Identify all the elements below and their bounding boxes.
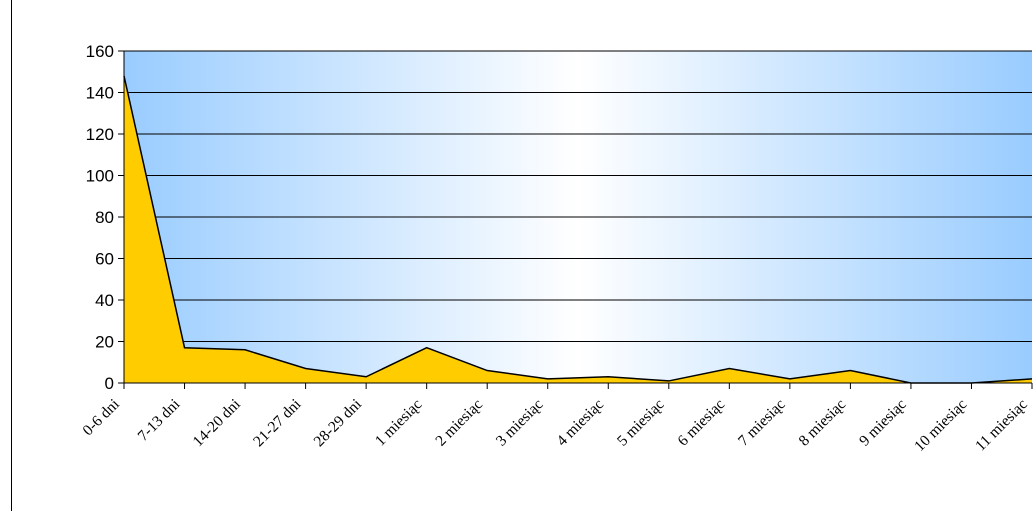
y-tick-label-0: 0 bbox=[105, 374, 114, 393]
x-tick-label-4: 28-29 dni bbox=[311, 395, 366, 450]
x-tick-label-3: 21-27 dni bbox=[250, 395, 305, 450]
y-tick-label-100: 100 bbox=[86, 167, 114, 186]
x-tick-label-14: 10 miesiąc bbox=[911, 396, 970, 455]
y-tick-label-120: 120 bbox=[86, 125, 114, 144]
x-tick-label-8: 4 miesiąc bbox=[553, 396, 607, 450]
x-tick-label-9: 5 miesiąc bbox=[614, 396, 668, 450]
y-tick-label-20: 20 bbox=[95, 333, 114, 352]
x-tick-label-0: 0-6 dni bbox=[79, 395, 123, 439]
x-tick-label-1: 7-13 dni bbox=[135, 395, 184, 444]
x-tick-label-15: 11 miesiąc bbox=[972, 396, 1031, 455]
x-tick-label-12: 8 miesiąc bbox=[796, 396, 850, 450]
x-tick-label-2: 14-20 dni bbox=[190, 395, 245, 450]
x-tick-label-11: 7 miesiąc bbox=[735, 396, 789, 450]
y-tick-label-80: 80 bbox=[95, 208, 114, 227]
x-tick-label-13: 9 miesiąc bbox=[856, 396, 910, 450]
y-tick-label-140: 140 bbox=[86, 84, 114, 103]
x-tick-label-5: 1 miesiąc bbox=[372, 396, 426, 450]
y-axis-ticks: 0 20 40 60 80 100 120 140 160 bbox=[86, 42, 124, 393]
x-tick-label-10: 6 miesiąc bbox=[674, 396, 728, 450]
y-tick-label-160: 160 bbox=[86, 42, 114, 61]
y-tick-label-40: 40 bbox=[95, 291, 114, 310]
x-tick-label-6: 2 miesiąc bbox=[432, 396, 486, 450]
x-tick-label-7: 3 miesiąc bbox=[493, 396, 547, 450]
y-tick-label-60: 60 bbox=[95, 250, 114, 269]
